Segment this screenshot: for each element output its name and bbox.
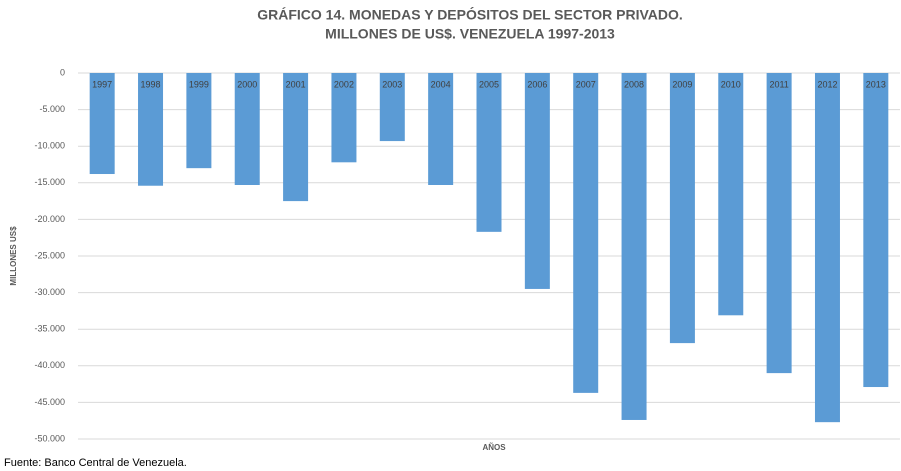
x-tick-label: 2013 <box>866 79 886 89</box>
y-axis-title: MILLONES US$ <box>9 226 18 286</box>
bar <box>428 73 454 185</box>
bar <box>718 73 744 316</box>
bar <box>283 73 309 202</box>
bar <box>331 73 357 163</box>
x-tick-label: 2009 <box>672 79 692 89</box>
bar <box>524 73 550 289</box>
y-tick-label: 0 <box>60 67 65 77</box>
y-tick-label: -25.000 <box>34 250 65 260</box>
bar <box>186 73 212 169</box>
chart-subtitle: MILLONES DE US$. VENEZUELA 1997-2013 <box>325 26 615 42</box>
bar <box>89 73 115 175</box>
y-tick-label: -15.000 <box>34 177 65 187</box>
x-tick-label: 2006 <box>527 79 547 89</box>
x-tick-label: 1997 <box>92 79 112 89</box>
bar <box>766 73 792 374</box>
bar <box>573 73 599 393</box>
y-tick-label: -20.000 <box>34 214 65 224</box>
bar <box>669 73 695 344</box>
x-tick-label: 1998 <box>141 79 161 89</box>
bar <box>379 73 405 142</box>
bar <box>476 73 502 232</box>
x-tick-label: 2003 <box>382 79 402 89</box>
x-tick-label: 2002 <box>334 79 354 89</box>
y-tick-label: -45.000 <box>34 397 65 407</box>
bar <box>138 73 164 186</box>
x-tick-label: 1999 <box>189 79 209 89</box>
bar <box>621 73 647 420</box>
x-tick-label: 2004 <box>431 79 451 89</box>
x-tick-label: 2000 <box>237 79 257 89</box>
x-tick-label: 2011 <box>769 79 788 89</box>
chart-title: GRÁFICO 14. MONEDAS Y DEPÓSITOS DEL SECT… <box>257 6 683 23</box>
y-tick-label: -5.000 <box>39 104 65 114</box>
y-tick-label: -30.000 <box>34 287 65 297</box>
bar <box>234 73 260 185</box>
x-tick-label: 2008 <box>624 79 644 89</box>
source-note: Fuente: Banco Central de Venezuela. <box>4 457 187 469</box>
bar <box>814 73 840 423</box>
y-tick-label: -40.000 <box>34 360 65 370</box>
y-tick-label: -50.000 <box>34 433 65 443</box>
x-tick-label: 2010 <box>721 79 741 89</box>
x-tick-label: 2007 <box>576 79 596 89</box>
x-tick-label: 2012 <box>817 79 837 89</box>
y-tick-label: -10.000 <box>34 141 65 151</box>
x-axis-title: AÑOS <box>482 443 506 452</box>
x-tick-label: 2001 <box>286 79 306 89</box>
bar <box>863 73 889 388</box>
y-tick-label: -35.000 <box>34 324 65 334</box>
x-tick-label: 2005 <box>479 79 499 89</box>
